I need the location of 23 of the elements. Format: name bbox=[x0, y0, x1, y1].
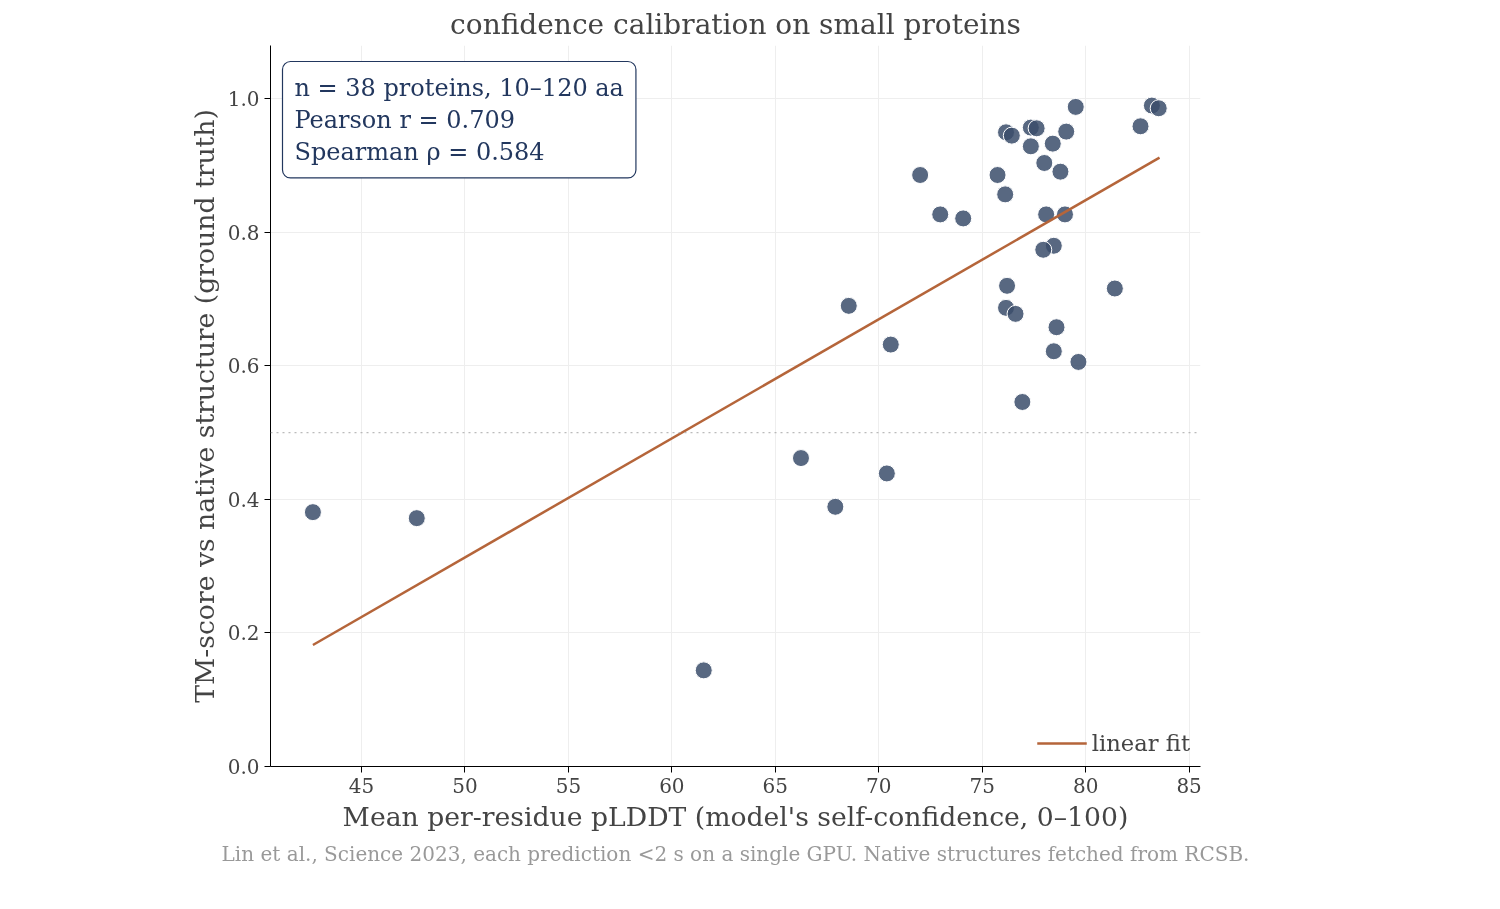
x-tick-label: 75 bbox=[969, 773, 995, 798]
y-tick-label: 0.8 bbox=[227, 220, 260, 245]
y-tick-label: 0.6 bbox=[227, 354, 260, 379]
x-tick-label: 80 bbox=[1072, 773, 1099, 798]
y-tick-label: 1.0 bbox=[227, 87, 260, 112]
x-tick-label: 45 bbox=[348, 773, 375, 798]
y-tick-label: 0.2 bbox=[227, 621, 260, 646]
y-tick-label: 0.0 bbox=[227, 755, 260, 779]
x-axis-title: Mean per-residue pLDDT (model's self-confidence, 0–100) bbox=[342, 800, 1129, 832]
x-tick-label: 65 bbox=[762, 773, 789, 798]
annotation: Spearman ρ = 0.584 bbox=[294, 137, 545, 166]
x-tick-label: 70 bbox=[866, 773, 892, 798]
chart-title: confidence calibration on small proteins bbox=[450, 7, 1021, 41]
x-tick-label: 55 bbox=[555, 773, 582, 798]
y-tick-label: 0.4 bbox=[227, 487, 260, 512]
legend-label: linear fit bbox=[1091, 730, 1190, 756]
x-tick-label: 50 bbox=[452, 773, 478, 798]
text: Lin et al., Science 2023, each prediction <2 s on a single GPU. Native structures fetched from RCSB. bbox=[221, 841, 1250, 866]
annotation: Pearson r = 0.709 bbox=[294, 105, 515, 134]
x-tick-label: 60 bbox=[659, 773, 685, 798]
annotation: n = 38 proteins, 10–120 aa bbox=[294, 73, 624, 102]
x-tick-label: 85 bbox=[1176, 773, 1202, 798]
y-axis-title: TM-score vs native structure (ground truth) bbox=[188, 109, 220, 703]
